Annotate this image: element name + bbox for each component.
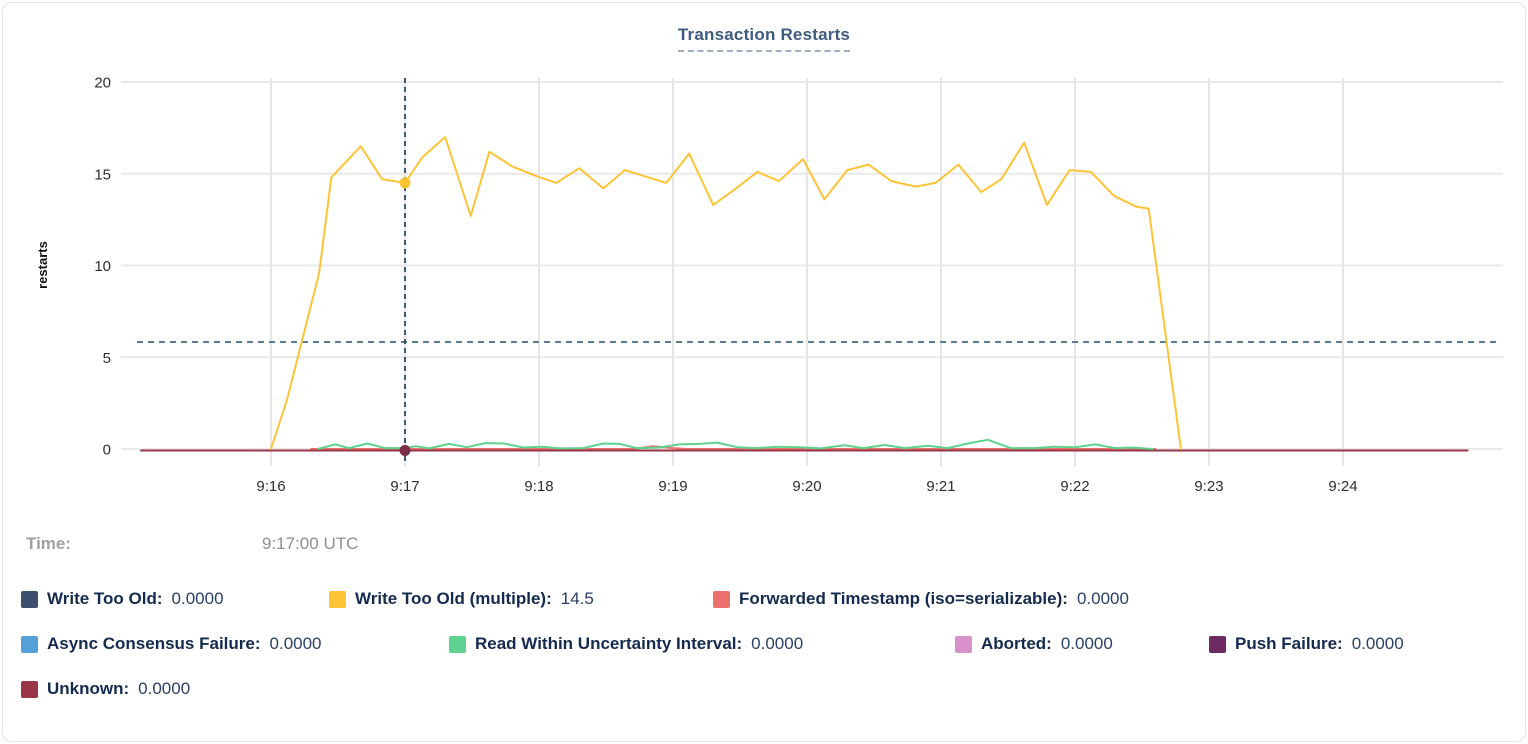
legend-swatch-unknown (21, 680, 38, 698)
svg-text:15: 15 (94, 166, 111, 183)
legend-value: 0.0000 (1060, 634, 1113, 653)
legend-swatch-aborted (955, 635, 972, 653)
svg-text:9:16: 9:16 (256, 478, 285, 495)
legend-swatch-write-too-old (21, 590, 38, 608)
svg-text:9:21: 9:21 (926, 478, 955, 495)
legend-row-2: Async Consensus Failure: 0.0000 Read Withi… (21, 634, 1404, 654)
hover-dot-unknown (399, 445, 411, 456)
legend-value: 0.0000 (138, 679, 191, 698)
svg-text:0: 0 (103, 442, 111, 459)
legend-value: 0.0000 (269, 634, 322, 653)
legend-label: Aborted: (981, 634, 1052, 653)
y-axis: 0 5 10 15 20 (94, 75, 1503, 459)
svg-text:9:17: 9:17 (390, 478, 419, 495)
chart-title[interactable]: Transaction Restarts (677, 25, 851, 52)
series-line-write-too-old-multiple- (270, 136, 1182, 450)
series-line-read-within-uncertainty-interval (316, 438, 1154, 450)
legend-item-write-too-old-multiple-: Write Too Old (multiple): 14.5 (329, 589, 713, 609)
legend-swatch-read-within-uncertainty-interval (449, 635, 466, 653)
legend-row-3: Unknown: 0.0000 (21, 679, 190, 699)
x-axis: 9:16 9:17 9:18 9:19 9:20 9:21 9:22 9:23 9:24 (256, 78, 1358, 495)
legend-label: Write Too Old (multiple): (355, 589, 552, 608)
legend-item-aborted: Aborted: 0.0000 (955, 634, 1209, 654)
svg-text:9:23: 9:23 (1194, 478, 1223, 495)
legend-value: 14.5 (560, 589, 594, 608)
hover-time-label: Time: (26, 534, 72, 553)
svg-text:20: 20 (94, 75, 111, 92)
svg-text:9:22: 9:22 (1060, 478, 1089, 495)
legend-label: Async Consensus Failure: (47, 634, 261, 653)
chart-title-wrap: Transaction Restarts (3, 25, 1525, 52)
legend-value: 0.0000 (1351, 634, 1404, 653)
svg-text:9:20: 9:20 (792, 478, 821, 495)
legend-item-push-failure: Push Failure: 0.0000 (1209, 634, 1404, 654)
legend-item-async-consensus-failure: Async Consensus Failure: 0.0000 (21, 634, 449, 654)
legend-value: 0.0000 (1076, 589, 1129, 608)
y-axis-label: restarts (35, 241, 50, 289)
legend-label: Forwarded Timestamp (iso=serializable): (739, 589, 1068, 608)
hover-time-row: Time: 9:17:00 UTC (26, 534, 358, 554)
legend-value: 0.0000 (751, 634, 804, 653)
legend-label: Write Too Old: (47, 589, 163, 608)
legend-item-forwarded-timestamp-iso-serializable-: Forwarded Timestamp (iso=serializable): 0… (713, 589, 1129, 609)
legend-swatch-push-failure (1209, 635, 1226, 653)
svg-text:5: 5 (103, 350, 111, 367)
legend-item-read-within-uncertainty-interval: Read Within Uncertainty Interval: 0.0000 (449, 634, 955, 654)
legend-item-unknown: Unknown: 0.0000 (21, 679, 190, 699)
svg-text:9:24: 9:24 (1328, 478, 1357, 495)
legend-label: Push Failure: (1235, 634, 1343, 653)
hover-time-value: 9:17:00 UTC (262, 534, 359, 553)
hover-dot-write-too-old-multiple- (399, 177, 411, 189)
legend-row-1: Write Too Old: 0.0000 Write Too Old (multi… (21, 589, 1129, 609)
svg-text:9:19: 9:19 (658, 478, 687, 495)
legend-value: 0.0000 (171, 589, 224, 608)
legend-swatch-async-consensus-failure (21, 635, 38, 653)
legend-label: Unknown: (47, 679, 130, 698)
legend-swatch-forwarded-timestamp-iso-serializable- (713, 590, 730, 608)
svg-text:10: 10 (94, 258, 111, 275)
svg-text:9:18: 9:18 (524, 478, 553, 495)
legend-label: Read Within Uncertainty Interval: (475, 634, 743, 653)
legend-swatch-write-too-old-multiple- (329, 590, 346, 608)
transaction-restarts-chart[interactable]: 0 5 10 15 20 9:16 9:17 9:18 9:19 9:20 9:21 9:22 9:23… (3, 3, 1525, 511)
legend-item-write-too-old: Write Too Old: 0.0000 (21, 589, 329, 609)
